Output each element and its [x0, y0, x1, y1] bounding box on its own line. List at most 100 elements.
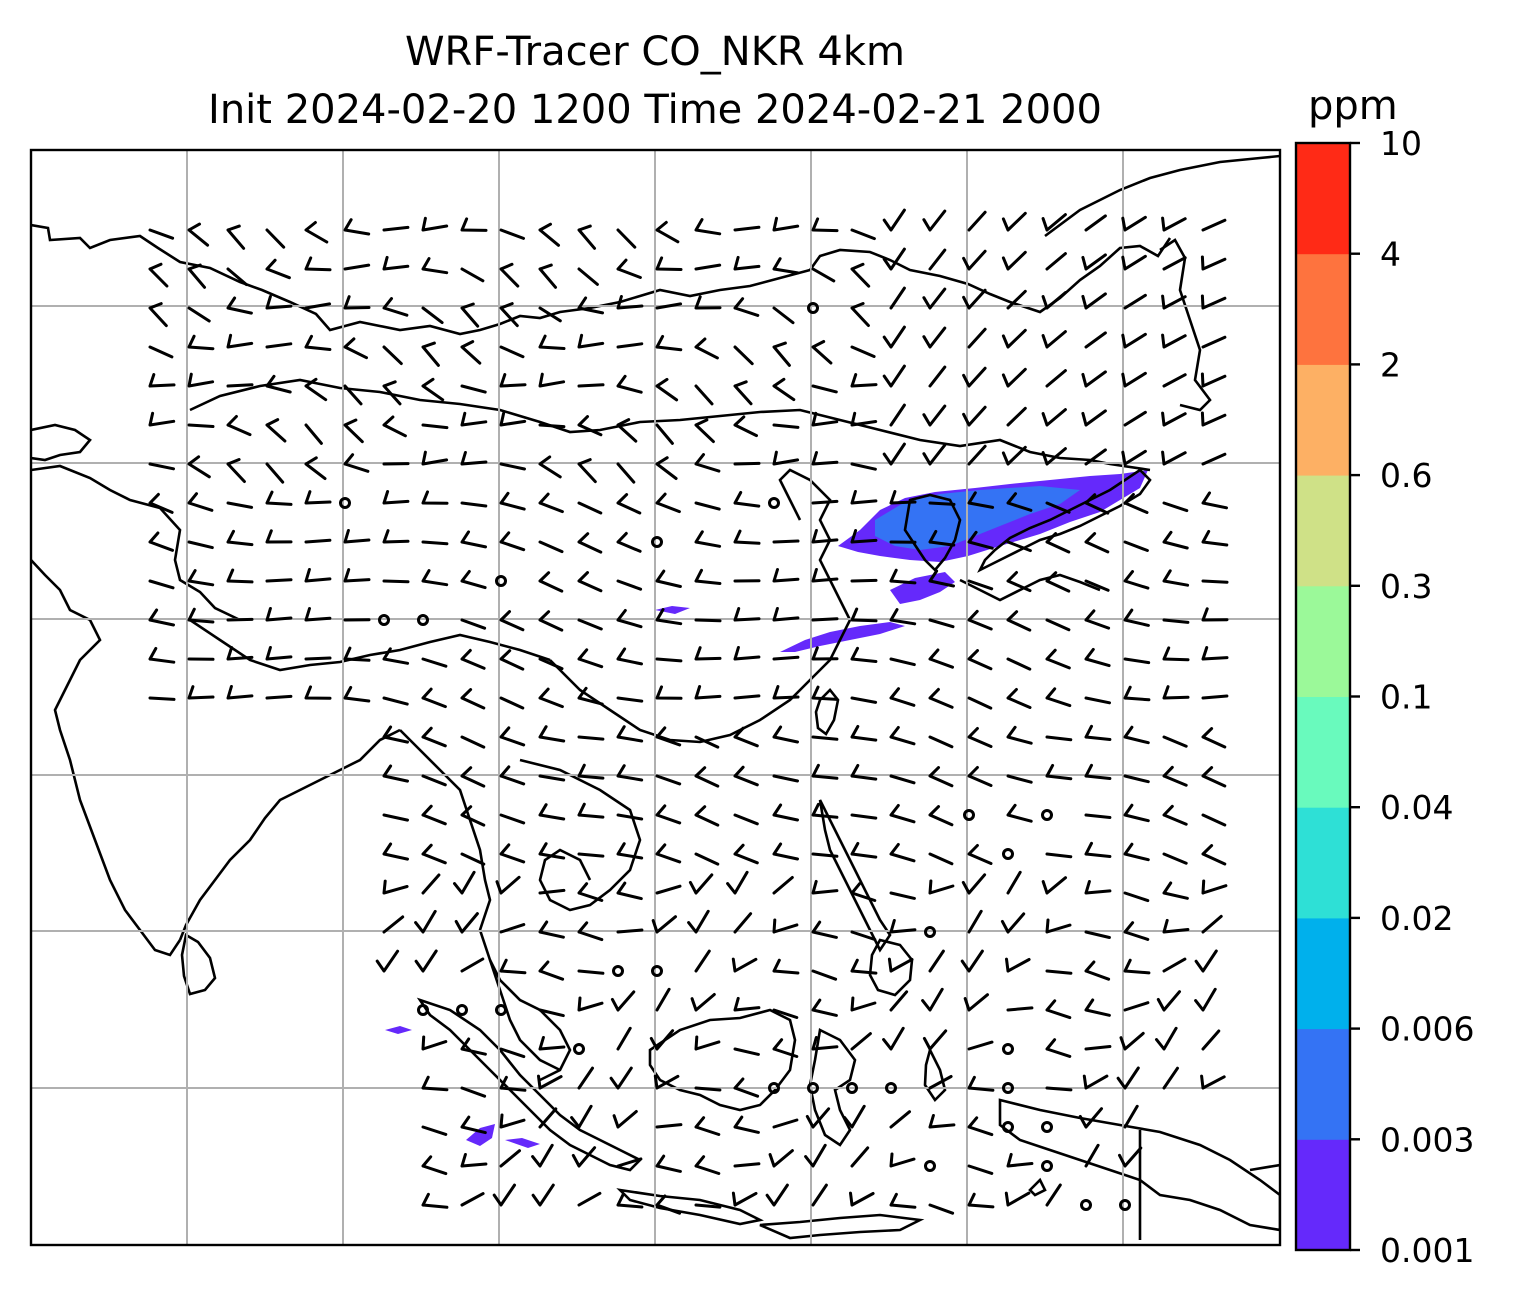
wind-barb	[1201, 813, 1227, 827]
colorbar-tick-label: 0.02	[1380, 899, 1453, 938]
wind-barb	[1045, 735, 1073, 742]
wind-barb	[460, 501, 488, 508]
wind-barb	[889, 1110, 911, 1129]
wind-barb	[499, 531, 526, 552]
wind-barb	[382, 915, 405, 934]
wind-barb	[733, 415, 758, 438]
wind-barb	[265, 258, 291, 280]
wind-barb	[889, 891, 916, 900]
wind-barb	[928, 365, 947, 388]
wind-barb	[421, 843, 447, 865]
wind-barb	[967, 1116, 994, 1137]
wind-barb	[382, 842, 409, 861]
wind-barb	[967, 327, 987, 349]
wind-barb	[538, 423, 566, 429]
wind-barb	[1201, 727, 1227, 749]
wind-barb	[655, 302, 683, 310]
wind-barb	[1123, 570, 1150, 590]
wind-barb	[1161, 333, 1187, 349]
wind-barb	[460, 384, 487, 394]
plume-sumatra-2	[505, 1138, 540, 1148]
wind-barb	[1119, 1031, 1145, 1051]
wind-barb	[304, 656, 332, 661]
calm-wind-marker	[495, 1004, 507, 1016]
wind-barb	[1201, 914, 1223, 934]
wind-barb	[772, 774, 799, 783]
wind-barb	[538, 492, 564, 514]
wind-barb	[733, 345, 754, 366]
wind-barb	[265, 295, 293, 310]
wind-barb	[850, 725, 878, 742]
wind-barb	[1006, 657, 1032, 671]
wind-barb	[571, 1146, 597, 1168]
wind-barb	[1045, 1183, 1062, 1207]
wind-barb	[772, 685, 800, 700]
wind-barb	[148, 531, 174, 552]
calm-wind-marker	[417, 1004, 429, 1016]
wind-barb	[1121, 254, 1147, 271]
coast-java	[616, 1188, 764, 1226]
wind-barb	[655, 843, 682, 864]
map-border	[29, 148, 1282, 1247]
colorbar-segment	[1296, 475, 1350, 587]
wind-barb	[577, 996, 604, 1012]
wind-barb	[382, 345, 403, 366]
wind-barb	[1123, 891, 1150, 903]
wind-barb	[1041, 876, 1067, 895]
wind-barb	[1081, 409, 1107, 427]
wind-barb	[1045, 1086, 1073, 1092]
wind-barb	[811, 411, 839, 427]
wind-barb	[577, 648, 604, 669]
wind-barb	[1162, 569, 1190, 587]
wind-barb	[531, 1183, 555, 1207]
wind-barb	[850, 646, 878, 663]
wind-barb	[889, 1192, 917, 1209]
colorbar-tick-label: 0.1	[1380, 678, 1432, 717]
wind-barb	[850, 1032, 872, 1051]
wind-barb	[421, 1155, 448, 1176]
wind-barb	[1006, 610, 1032, 632]
colorbar-unit: ppm	[1308, 83, 1398, 129]
wind-barb	[889, 687, 916, 707]
wind-barb	[421, 377, 445, 402]
wind-barb	[1201, 491, 1228, 510]
wind-barb	[928, 805, 954, 827]
wind-barb	[1001, 445, 1027, 466]
wind-barb	[460, 1037, 487, 1056]
wind-barb	[882, 208, 906, 232]
wind-barb	[499, 726, 526, 747]
wind-barb	[811, 685, 839, 701]
wind-barb	[538, 774, 566, 782]
wind-barb	[460, 267, 485, 283]
wind-barb	[733, 843, 759, 865]
coast-mindanao	[868, 938, 914, 997]
wind-barb	[382, 764, 409, 783]
wind-barb	[850, 882, 877, 902]
wind-barb	[577, 1191, 602, 1207]
wind-barb	[382, 225, 410, 232]
wind-barb	[538, 920, 565, 939]
wind-barb	[962, 249, 987, 271]
wind-barb	[733, 491, 761, 508]
wind-barb	[850, 607, 878, 623]
wind-barb	[921, 987, 944, 1012]
wind-barb	[649, 1029, 675, 1051]
wind-barb	[772, 539, 800, 544]
wind-barb	[733, 765, 759, 787]
wind-barb	[733, 607, 761, 622]
wind-barb	[1082, 1074, 1109, 1090]
wind-barb	[187, 607, 215, 624]
wind-barb	[577, 458, 597, 484]
wind-barb	[928, 1203, 955, 1215]
wind-barb	[616, 881, 643, 901]
wind-barb	[1162, 918, 1190, 934]
wind-barb	[1161, 450, 1187, 466]
wind-barb	[1045, 852, 1073, 859]
plume-korea-core	[875, 486, 1080, 550]
wind-barb	[1123, 657, 1151, 665]
wind-barb	[616, 493, 642, 515]
wind-barb	[343, 384, 363, 406]
wind-barb	[616, 462, 636, 484]
wind-barb	[499, 1149, 521, 1168]
wind-barb	[655, 423, 674, 445]
